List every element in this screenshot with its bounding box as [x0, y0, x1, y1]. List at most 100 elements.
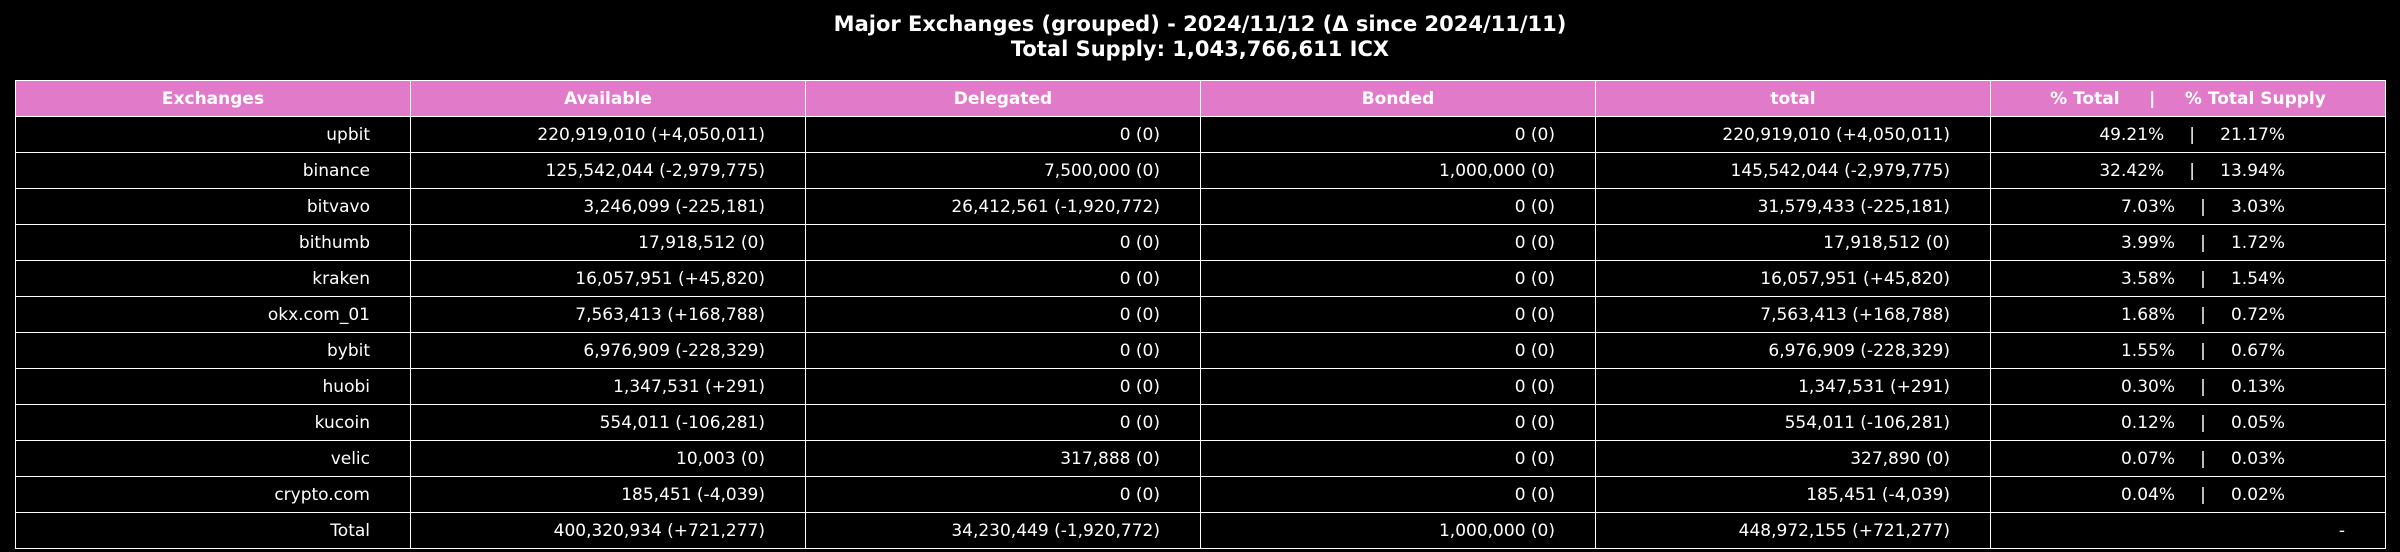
cell-bonded: 1,000,000 (0)	[1200, 152, 1596, 189]
cell-total: 327,890 (0)	[1595, 440, 1991, 477]
cell-pct-supply: 0.67%	[2230, 340, 2285, 361]
cell-percentages: 3.58% | 1.54%	[1990, 260, 2386, 297]
cell-total: 16,057,951 (+45,820)	[1595, 260, 1991, 297]
cell-available: 6,976,909 (-228,329)	[410, 332, 806, 369]
cell-total: 7,563,413 (+168,788)	[1595, 296, 1991, 333]
cell-bonded: 0 (0)	[1200, 332, 1596, 369]
cell-percentages: 49.21% | 21.17%	[1990, 116, 2386, 153]
cell-separator: |	[2200, 448, 2206, 469]
table-row: velic 10,003 (0) 317,888 (0) 0 (0) 327,890 (…	[15, 440, 2386, 477]
table-row: huobi 1,347,531 (+291) 0 (0) 0 (0) 1,347,531…	[15, 368, 2386, 405]
cell-exchange: bitvavo	[15, 188, 411, 225]
cell-pct-total: 0.12%	[2120, 412, 2175, 433]
cell-pct-supply: 0.13%	[2230, 376, 2285, 397]
cell-total: 6,976,909 (-228,329)	[1595, 332, 1991, 369]
cell-available: 17,918,512 (0)	[410, 224, 806, 261]
cell-separator: |	[2200, 484, 2206, 505]
cell-separator: |	[2189, 160, 2196, 181]
cell-total: 185,451 (-4,039)	[1595, 476, 1991, 513]
cell-pct-total: 3.99%	[2120, 232, 2175, 253]
cell-separator: |	[2189, 124, 2196, 145]
cell-delegated: 0 (0)	[805, 260, 1201, 297]
cell-pct-total: 1.55%	[2120, 340, 2175, 361]
table-header-row: Exchanges Available Delegated Bonded tot…	[15, 80, 2386, 117]
exchanges-table: Exchanges Available Delegated Bonded tot…	[15, 80, 2386, 549]
table-row: kraken 16,057,951 (+45,820) 0 (0) 0 (0) 16,0…	[15, 260, 2386, 297]
cell-available: 3,246,099 (-225,181)	[410, 188, 806, 225]
cell-separator: |	[2200, 304, 2206, 325]
total-cell-exchange: Total	[15, 512, 411, 549]
cell-available: 1,347,531 (+291)	[410, 368, 806, 405]
cell-pct-total: 3.58%	[2120, 268, 2175, 289]
cell-bonded: 0 (0)	[1200, 440, 1596, 477]
cell-available: 220,919,010 (+4,050,011)	[410, 116, 806, 153]
cell-bonded: 0 (0)	[1200, 116, 1596, 153]
cell-delegated: 0 (0)	[805, 224, 1201, 261]
cell-bonded: 0 (0)	[1200, 188, 1596, 225]
column-header-exchanges: Exchanges	[15, 80, 411, 117]
cell-bonded: 0 (0)	[1200, 224, 1596, 261]
cell-pct-total: 49.21%	[2099, 124, 2165, 145]
cell-percentages: 0.07% | 0.03%	[1990, 440, 2386, 477]
table-row: bybit 6,976,909 (-228,329) 0 (0) 0 (0) 6,976…	[15, 332, 2386, 369]
cell-bonded: 0 (0)	[1200, 368, 1596, 405]
table-row: crypto.com 185,451 (-4,039) 0 (0) 0 (0) 185,…	[15, 476, 2386, 513]
cell-exchange: upbit	[15, 116, 411, 153]
cell-delegated: 0 (0)	[805, 404, 1201, 441]
total-cell-percentages: -	[1990, 512, 2386, 549]
cell-percentages: 0.12% | 0.05%	[1990, 404, 2386, 441]
cell-percentages: 7.03% | 3.03%	[1990, 188, 2386, 225]
cell-pct-supply: 0.03%	[2230, 448, 2285, 469]
cell-pct-total: 7.03%	[2120, 196, 2175, 217]
cell-percentages: 0.30% | 0.13%	[1990, 368, 2386, 405]
cell-percentages: 0.04% | 0.02%	[1990, 476, 2386, 513]
cell-delegated: 317,888 (0)	[805, 440, 1201, 477]
cell-percentages: 3.99% | 1.72%	[1990, 224, 2386, 261]
cell-bonded: 0 (0)	[1200, 476, 1596, 513]
cell-exchange: bithumb	[15, 224, 411, 261]
cell-separator: |	[2200, 340, 2206, 361]
cell-separator: |	[2200, 232, 2206, 253]
cell-delegated: 0 (0)	[805, 296, 1201, 333]
cell-bonded: 0 (0)	[1200, 296, 1596, 333]
total-cell-total: 448,972,155 (+721,277)	[1595, 512, 1991, 549]
cell-delegated: 7,500,000 (0)	[805, 152, 1201, 189]
cell-delegated: 0 (0)	[805, 332, 1201, 369]
cell-exchange: kucoin	[15, 404, 411, 441]
column-header-percentages: % Total | % Total Supply	[1990, 80, 2386, 117]
cell-separator: |	[2200, 376, 2206, 397]
total-cell-available: 400,320,934 (+721,277)	[410, 512, 806, 549]
cell-percentages: 32.42% | 13.94%	[1990, 152, 2386, 189]
cell-bonded: 0 (0)	[1200, 404, 1596, 441]
cell-separator: |	[2200, 412, 2206, 433]
cell-separator: |	[2200, 268, 2206, 289]
cell-exchange: bybit	[15, 332, 411, 369]
cell-pct-supply: 1.72%	[2230, 232, 2285, 253]
chart-title: Major Exchanges (grouped) - 2024/11/12 (…	[0, 12, 2400, 62]
cell-exchange: huobi	[15, 368, 411, 405]
cell-available: 7,563,413 (+168,788)	[410, 296, 806, 333]
cell-pct-total: 0.30%	[2120, 376, 2175, 397]
cell-delegated: 0 (0)	[805, 116, 1201, 153]
table-row-total: Total 400,320,934 (+721,277) 34,230,449 (-…	[15, 512, 2386, 549]
table-row: bitvavo 3,246,099 (-225,181) 26,412,561 (-…	[15, 188, 2386, 225]
cell-total: 220,919,010 (+4,050,011)	[1595, 116, 1991, 153]
cell-available: 554,011 (-106,281)	[410, 404, 806, 441]
cell-pct-supply: 0.05%	[2230, 412, 2285, 433]
table-row: upbit 220,919,010 (+4,050,011) 0 (0) 0 (0) 2…	[15, 116, 2386, 153]
cell-available: 125,542,044 (-2,979,775)	[410, 152, 806, 189]
table-row: kucoin 554,011 (-106,281) 0 (0) 0 (0) 554,01…	[15, 404, 2386, 441]
cell-total: 31,579,433 (-225,181)	[1595, 188, 1991, 225]
cell-total: 17,918,512 (0)	[1595, 224, 1991, 261]
total-cell-delegated: 34,230,449 (-1,920,772)	[805, 512, 1201, 549]
cell-exchange: crypto.com	[15, 476, 411, 513]
cell-delegated: 0 (0)	[805, 368, 1201, 405]
cell-pct-supply: 0.02%	[2230, 484, 2285, 505]
cell-pct-total: 0.04%	[2120, 484, 2175, 505]
cell-delegated: 0 (0)	[805, 476, 1201, 513]
cell-exchange: velic	[15, 440, 411, 477]
cell-separator: |	[2200, 196, 2206, 217]
column-header-available: Available	[410, 80, 806, 117]
total-cell-bonded: 1,000,000 (0)	[1200, 512, 1596, 549]
cell-pct-total: 0.07%	[2120, 448, 2175, 469]
